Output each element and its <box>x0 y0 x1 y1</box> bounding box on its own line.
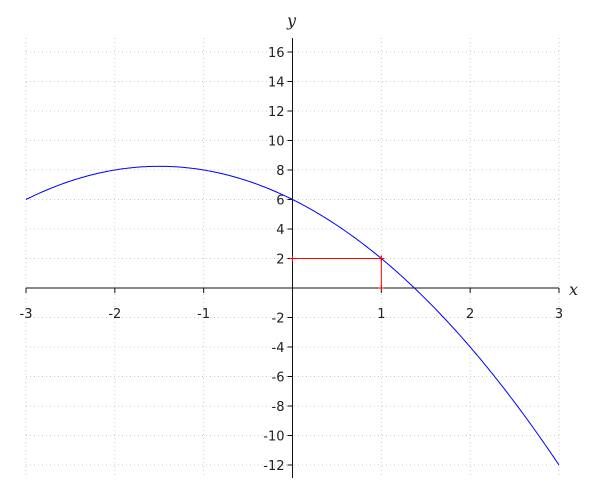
y-axis-label: y <box>286 11 297 30</box>
y-tick-label: 10 <box>268 135 285 150</box>
y-tick-label: 16 <box>268 46 285 61</box>
y-tick-label: 2 <box>276 253 284 268</box>
x-axis-label: x <box>569 280 578 299</box>
y-tick-label: 12 <box>268 105 285 120</box>
x-tick-label: 1 <box>377 307 385 322</box>
x-tick-label: -1 <box>197 307 210 322</box>
y-tick-label: -12 <box>263 459 284 474</box>
function-curve <box>25 165 560 466</box>
y-tick-label: -6 <box>272 371 285 386</box>
y-tick-label: -10 <box>263 430 284 445</box>
x-tick-label: -3 <box>20 307 33 322</box>
y-tick-label: 8 <box>276 164 284 179</box>
y-tick-label: -2 <box>272 312 285 327</box>
x-tick-label: -2 <box>108 307 121 322</box>
y-tick-label: -8 <box>272 400 285 415</box>
x-tick-label: 3 <box>555 307 563 322</box>
y-tick-label: 6 <box>276 194 284 209</box>
y-tick-label: 4 <box>276 223 284 238</box>
x-tick-label: 2 <box>466 307 474 322</box>
y-tick-label: 14 <box>268 76 285 91</box>
y-tick-label: -4 <box>272 341 285 356</box>
